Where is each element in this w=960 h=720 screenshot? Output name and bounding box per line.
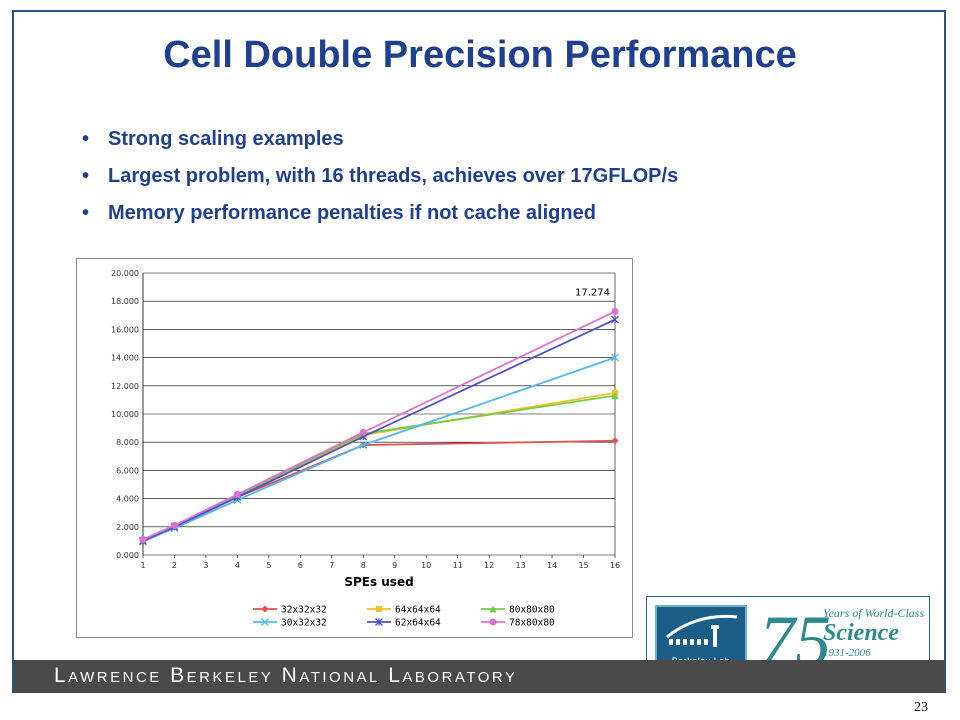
logo-caption: Years of World-Class Science 1931-2006 bbox=[823, 606, 925, 659]
legend-entry: 62x64x64 bbox=[395, 618, 441, 629]
lab-building-icon bbox=[666, 614, 738, 647]
data-point-62x64x64 bbox=[611, 315, 619, 324]
data-point-78x80x80 bbox=[611, 307, 619, 315]
legend-marker bbox=[376, 606, 382, 612]
x-tick-label: 5 bbox=[266, 561, 271, 570]
y-tick-label: 12.000 bbox=[111, 382, 139, 391]
logo-line1: Years of World-Class bbox=[823, 606, 925, 620]
legend-entry: 64x64x64 bbox=[395, 605, 441, 616]
legend-marker bbox=[489, 618, 497, 626]
legend-entry: 80x80x80 bbox=[509, 605, 555, 616]
logo-line3: 1931-2006 bbox=[823, 646, 871, 659]
bullet-list: • Strong scaling examples • Largest proble… bbox=[82, 126, 678, 237]
bullet-item: • Memory performance penalties if not cac… bbox=[82, 200, 678, 237]
bullet-item: • Largest problem, with 16 threads, achie… bbox=[82, 163, 678, 200]
bullet-text: Largest problem, with 16 threads, achiev… bbox=[108, 165, 679, 187]
bullet-dot: • bbox=[82, 202, 90, 224]
x-tick-label: 16 bbox=[610, 561, 620, 570]
y-tick-label: 18.000 bbox=[111, 297, 139, 306]
x-tick-label: 9 bbox=[392, 561, 397, 570]
page-number: 23 bbox=[914, 700, 928, 715]
bullet-text: Memory performance penalties if not cach… bbox=[108, 202, 596, 224]
y-tick-label: 4.000 bbox=[116, 495, 139, 504]
bullet-item: • Strong scaling examples bbox=[82, 126, 678, 163]
y-tick-label: 8.000 bbox=[116, 438, 139, 447]
legend-marker bbox=[375, 618, 383, 626]
lab-name: Lawrence Berkeley National Laboratory bbox=[54, 664, 518, 687]
y-tick-label: 20.000 bbox=[111, 269, 139, 278]
data-label: 17.274 bbox=[575, 287, 610, 298]
x-tick-label: 12 bbox=[484, 561, 494, 570]
x-tick-label: 14 bbox=[547, 561, 557, 570]
y-tick-label: 0.000 bbox=[116, 551, 139, 560]
series-line-30x32x32 bbox=[142, 356, 616, 543]
series-line-32x32x32 bbox=[142, 439, 616, 542]
legend-marker bbox=[261, 605, 269, 613]
slide-title: Cell Double Precision Performance bbox=[163, 34, 797, 76]
data-point-80x80x80 bbox=[611, 392, 619, 400]
y-tick-label: 2.000 bbox=[116, 523, 139, 532]
y-tick-label: 6.000 bbox=[116, 466, 139, 475]
data-point-78x80x80 bbox=[170, 521, 178, 529]
x-tick-label: 15 bbox=[578, 561, 588, 570]
x-tick-label: 7 bbox=[329, 561, 334, 570]
performance-line-chart: 0.000 2.000 4.000 6.000 8.000 10.000 12.000 14.… bbox=[111, 269, 620, 629]
y-tick-label: 16.000 bbox=[111, 325, 139, 334]
legend-entry: 32x32x32 bbox=[281, 605, 327, 616]
legend-entry: 30x32x32 bbox=[281, 618, 327, 629]
series-line-64x64x64 bbox=[142, 391, 616, 542]
y-tick-label: 14.000 bbox=[111, 354, 139, 363]
chart-container: 0.000 2.000 4.000 6.000 8.000 10.000 12.000 14.… bbox=[76, 258, 633, 638]
x-tick-label: 6 bbox=[298, 561, 303, 570]
x-tick-label: 10 bbox=[421, 561, 431, 570]
x-axis-label: SPEs used bbox=[344, 575, 413, 589]
legend-marker bbox=[489, 605, 497, 613]
x-tick-label: 3 bbox=[203, 561, 208, 570]
x-tick-label: 13 bbox=[516, 561, 526, 570]
x-tick-label: 1 bbox=[140, 561, 145, 570]
x-tick-label: 11 bbox=[453, 561, 463, 570]
series-line-62x64x64 bbox=[142, 318, 616, 542]
x-tick-label: 4 bbox=[235, 561, 240, 570]
data-point-78x80x80 bbox=[139, 535, 147, 543]
logo-line2: Science bbox=[823, 620, 899, 647]
series-line-80x80x80 bbox=[142, 394, 616, 542]
data-point-30x32x32 bbox=[611, 353, 619, 362]
x-tick-label: 2 bbox=[172, 561, 177, 570]
data-point-32x32x32 bbox=[611, 437, 619, 445]
y-tick-label: 10.000 bbox=[111, 410, 139, 419]
legend-entry: 78x80x80 bbox=[509, 618, 555, 629]
series-line-78x80x80 bbox=[142, 310, 616, 541]
data-point-78x80x80 bbox=[233, 490, 241, 498]
data-point-30x32x32 bbox=[359, 441, 368, 449]
data-point-78x80x80 bbox=[359, 428, 367, 436]
bullet-dot: • bbox=[82, 128, 90, 150]
legend-marker bbox=[261, 618, 269, 626]
bullet-dot: • bbox=[82, 165, 90, 187]
footer-bar: Lawrence Berkeley National Laboratory bbox=[14, 660, 944, 693]
x-tick-label: 8 bbox=[361, 561, 366, 570]
bullet-text: Strong scaling examples bbox=[108, 128, 344, 150]
